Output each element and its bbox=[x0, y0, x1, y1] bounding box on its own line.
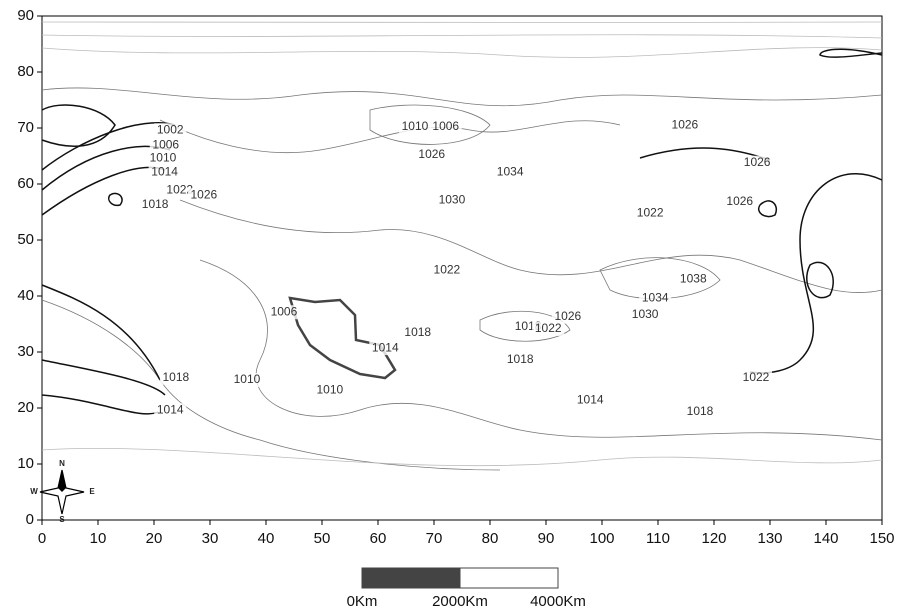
contour-label: 1026 bbox=[744, 155, 771, 169]
contour-label: 1026 bbox=[672, 117, 699, 131]
x-tick-label: 40 bbox=[258, 530, 275, 547]
x-tick-label: 90 bbox=[538, 530, 555, 547]
contour-label: 1026 bbox=[190, 187, 217, 201]
x-tick-label: 10 bbox=[90, 530, 107, 547]
x-tick-label: 50 bbox=[314, 530, 331, 547]
contour-label: 1018 bbox=[162, 370, 189, 384]
y-tick-label: 50 bbox=[17, 231, 34, 248]
y-tick-label: 40 bbox=[17, 287, 34, 304]
contour-label: 1022 bbox=[434, 262, 461, 276]
compass-label: S bbox=[59, 515, 65, 524]
contour-label: 1014 bbox=[157, 402, 184, 416]
y-tick-label: 90 bbox=[17, 7, 34, 24]
y-tick-label: 0 bbox=[26, 511, 34, 528]
contour-label: 1010 bbox=[150, 150, 177, 164]
x-tick-label: 20 bbox=[146, 530, 163, 547]
y-tick-label: 10 bbox=[17, 455, 34, 472]
x-tick-label: 120 bbox=[701, 530, 726, 547]
contour-label: 1010 bbox=[402, 119, 429, 133]
scale-segment bbox=[460, 568, 558, 588]
contour-label: 1038 bbox=[680, 271, 707, 285]
contour-label: 1018 bbox=[142, 197, 169, 211]
scale-label: 4000Km bbox=[530, 593, 586, 610]
contour-label: 1022 bbox=[535, 321, 562, 335]
contour-label: 1014 bbox=[577, 392, 604, 406]
y-tick-label: 20 bbox=[17, 399, 34, 416]
compass-label: N bbox=[59, 459, 65, 468]
compass-label: W bbox=[30, 487, 38, 496]
x-tick-label: 80 bbox=[482, 530, 499, 547]
scale-label: 2000Km bbox=[432, 593, 488, 610]
contour-label: 1010 bbox=[316, 382, 343, 396]
x-tick-label: 30 bbox=[202, 530, 219, 547]
compass-label: E bbox=[89, 487, 95, 496]
y-tick-label: 30 bbox=[17, 343, 34, 360]
x-tick-label: 150 bbox=[869, 530, 894, 547]
scale-segment bbox=[362, 568, 460, 588]
x-tick-label: 130 bbox=[757, 530, 782, 547]
contour-label: 1022 bbox=[743, 370, 770, 384]
y-tick-label: 70 bbox=[17, 119, 34, 136]
y-tick-label: 60 bbox=[17, 175, 34, 192]
contour-label: 1018 bbox=[687, 404, 714, 418]
contour-label: 1034 bbox=[497, 164, 524, 178]
y-tick-label: 80 bbox=[17, 63, 34, 80]
x-tick-label: 70 bbox=[426, 530, 443, 547]
scale-bar: 0Km 2000Km 4000Km bbox=[347, 568, 586, 610]
contour-label: 1014 bbox=[372, 340, 399, 354]
contour-label: 1006 bbox=[432, 119, 459, 133]
contour-label: 1014 bbox=[151, 164, 178, 178]
x-tick-label: 140 bbox=[813, 530, 838, 547]
x-tick-label: 100 bbox=[589, 530, 614, 547]
contour-label: 1034 bbox=[642, 290, 669, 304]
map: N S E W 0Km 2000Km 4000Km 0 10 20 30 40 50 60 7… bbox=[0, 0, 900, 616]
contour-label: 1010 bbox=[234, 372, 261, 386]
contour-label: 1030 bbox=[632, 307, 659, 321]
x-tick-label: 110 bbox=[646, 530, 670, 547]
contour-label: 1002 bbox=[157, 122, 184, 136]
contour-label: 1030 bbox=[439, 192, 466, 206]
x-tick-label: 60 bbox=[370, 530, 387, 547]
contour-label: 1022 bbox=[637, 205, 664, 219]
x-tick-label: 0 bbox=[38, 530, 46, 547]
contour-label: 1018 bbox=[404, 325, 431, 339]
scale-label: 0Km bbox=[347, 593, 378, 610]
contour-label: 1026 bbox=[726, 194, 753, 208]
contour-label: 1018 bbox=[507, 352, 534, 366]
contour-label: 1006 bbox=[271, 304, 298, 318]
contour-label: 1026 bbox=[418, 147, 445, 161]
